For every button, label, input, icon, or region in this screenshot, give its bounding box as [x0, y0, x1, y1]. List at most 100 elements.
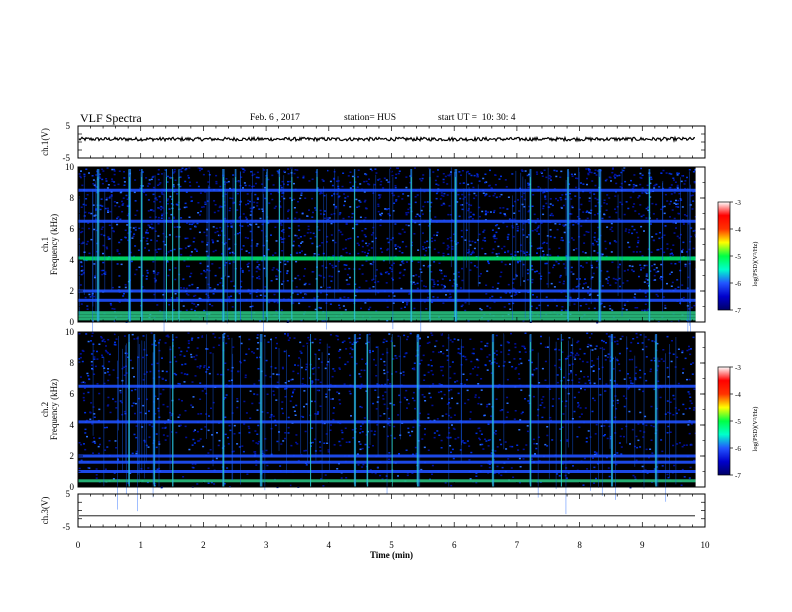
- spectrogram-pixel: [211, 305, 214, 307]
- spectrogram-pixel: [610, 180, 612, 182]
- spectrogram-pixel: [470, 253, 473, 256]
- spectrogram-pixel: [132, 227, 135, 229]
- spectrogram-pixel: [663, 212, 666, 215]
- spectrogram-pixel: [208, 303, 211, 306]
- spectrogram-pixel: [692, 362, 694, 364]
- spectrogram-pixel: [549, 235, 552, 238]
- spectrogram-pixel: [258, 275, 261, 278]
- spectrogram-pixel: [605, 209, 608, 211]
- spectrogram-pixel: [329, 180, 332, 183]
- spectrogram-pixel: [672, 244, 675, 246]
- spectrogram-pixel: [641, 255, 644, 257]
- spectrogram-pixel: [313, 367, 316, 369]
- spectrogram-pixel: [490, 363, 493, 365]
- spectrogram-pixel: [244, 374, 247, 376]
- spectrogram-pixel: [533, 442, 536, 445]
- spectrogram-pixel: [351, 212, 354, 215]
- vertical-burst-core: [279, 177, 280, 322]
- spectrogram-pixel: [212, 226, 215, 228]
- spectrogram-pixel: [556, 473, 559, 475]
- spectrogram-pixel: [689, 396, 692, 398]
- spectrogram-pixel: [345, 222, 348, 225]
- spectrogram-pixel: [259, 294, 262, 296]
- spectrogram-pixel: [236, 232, 239, 235]
- spectrogram-pixel: [293, 337, 296, 339]
- spectrogram-pixel: [248, 184, 251, 187]
- spectrogram-pixel: [80, 242, 83, 245]
- spectrogram-pixel: [172, 216, 175, 218]
- spectrogram-pixel: [219, 205, 222, 207]
- spectrogram-pixel: [240, 248, 243, 251]
- spectrogram-pixel: [356, 337, 359, 340]
- spectrogram-pixel: [197, 212, 200, 214]
- spectrogram-pixel: [421, 438, 424, 440]
- spectrogram-pixel: [527, 210, 530, 213]
- spectrogram-pixel: [485, 284, 488, 286]
- spectrogram-pixel: [587, 172, 590, 175]
- spectrogram-pixel: [627, 207, 630, 210]
- spectrogram-pixel: [85, 198, 88, 200]
- spectrogram-pixel: [570, 351, 573, 354]
- spectrogram-pixel: [191, 463, 194, 465]
- horizontal-emission-line: [78, 256, 696, 261]
- spectrogram-pixel: [532, 438, 535, 441]
- spectrogram-pixel: [414, 196, 417, 198]
- spectrogram-pixel: [553, 236, 556, 239]
- spectrogram-pixel: [506, 378, 509, 381]
- spectrogram-pixel: [650, 405, 653, 408]
- spectrogram-pixel: [584, 382, 587, 385]
- spectrogram-pixel: [103, 426, 106, 429]
- spectrogram-pixel: [578, 416, 581, 418]
- spectrogram-pixel: [343, 204, 346, 207]
- spectrogram-pixel: [560, 237, 563, 239]
- spectrogram-pixel: [369, 469, 372, 471]
- spectrogram-pixel: [167, 336, 170, 338]
- spectrogram-pixel: [682, 223, 685, 225]
- spectrogram-pixel: [486, 345, 489, 347]
- spectrogram-pixel: [449, 279, 451, 282]
- spectrogram-pixel: [305, 366, 308, 368]
- spectrogram-pixel: [395, 167, 398, 169]
- spectrogram-pixel: [159, 182, 162, 184]
- spectrogram-pixel: [263, 255, 266, 257]
- spectrogram-pixel: [123, 374, 126, 376]
- spectrogram-pixel: [284, 382, 287, 384]
- spectrogram-pixel: [363, 180, 366, 183]
- spectrogram-pixel: [326, 241, 328, 243]
- spectrogram-pixel: [433, 432, 436, 434]
- spectrogram-pixel: [390, 268, 393, 270]
- spectrogram-pixel: [447, 246, 450, 248]
- spectrogram-pixel: [522, 320, 525, 323]
- spectrogram-pixel: [287, 339, 290, 341]
- spectrogram-pixel: [563, 204, 565, 207]
- spectrogram-pixel: [354, 181, 357, 183]
- spectrogram-pixel: [291, 292, 294, 294]
- spectrogram-pixel: [574, 195, 577, 197]
- spectrogram-pixel: [528, 359, 530, 362]
- spectrogram-pixel: [585, 303, 588, 305]
- spectrogram-pixel: [642, 390, 644, 393]
- spectrogram-pixel: [78, 361, 81, 364]
- spectrogram-pixel: [660, 278, 663, 281]
- spectrogram-pixel: [116, 202, 119, 204]
- spectrogram-pixel: [361, 431, 364, 433]
- spectrogram-pixel: [442, 252, 445, 255]
- spectrogram-pixel: [532, 194, 535, 196]
- spectrogram-pixel: [422, 174, 425, 176]
- spectrogram-pixel: [136, 209, 139, 212]
- spectrogram-pixel: [527, 186, 530, 189]
- spectrogram-pixel: [398, 277, 401, 279]
- spectrogram-pixel: [157, 173, 160, 175]
- spectrogram-pixel: [207, 429, 210, 432]
- spectrogram-pixel: [620, 446, 623, 448]
- spectrogram-pixel: [318, 306, 321, 309]
- vertical-streak: [329, 358, 330, 471]
- spectrogram-pixel: [147, 210, 150, 212]
- spectrogram-pixel: [422, 264, 425, 267]
- spectrogram-pixel: [449, 236, 452, 239]
- spectrogram-pixel: [643, 230, 645, 232]
- spectrogram-pixel: [178, 398, 181, 401]
- spectrogram-pixel: [688, 169, 691, 171]
- spectrogram-pixel: [275, 268, 278, 271]
- spectrogram-pixel: [586, 210, 589, 212]
